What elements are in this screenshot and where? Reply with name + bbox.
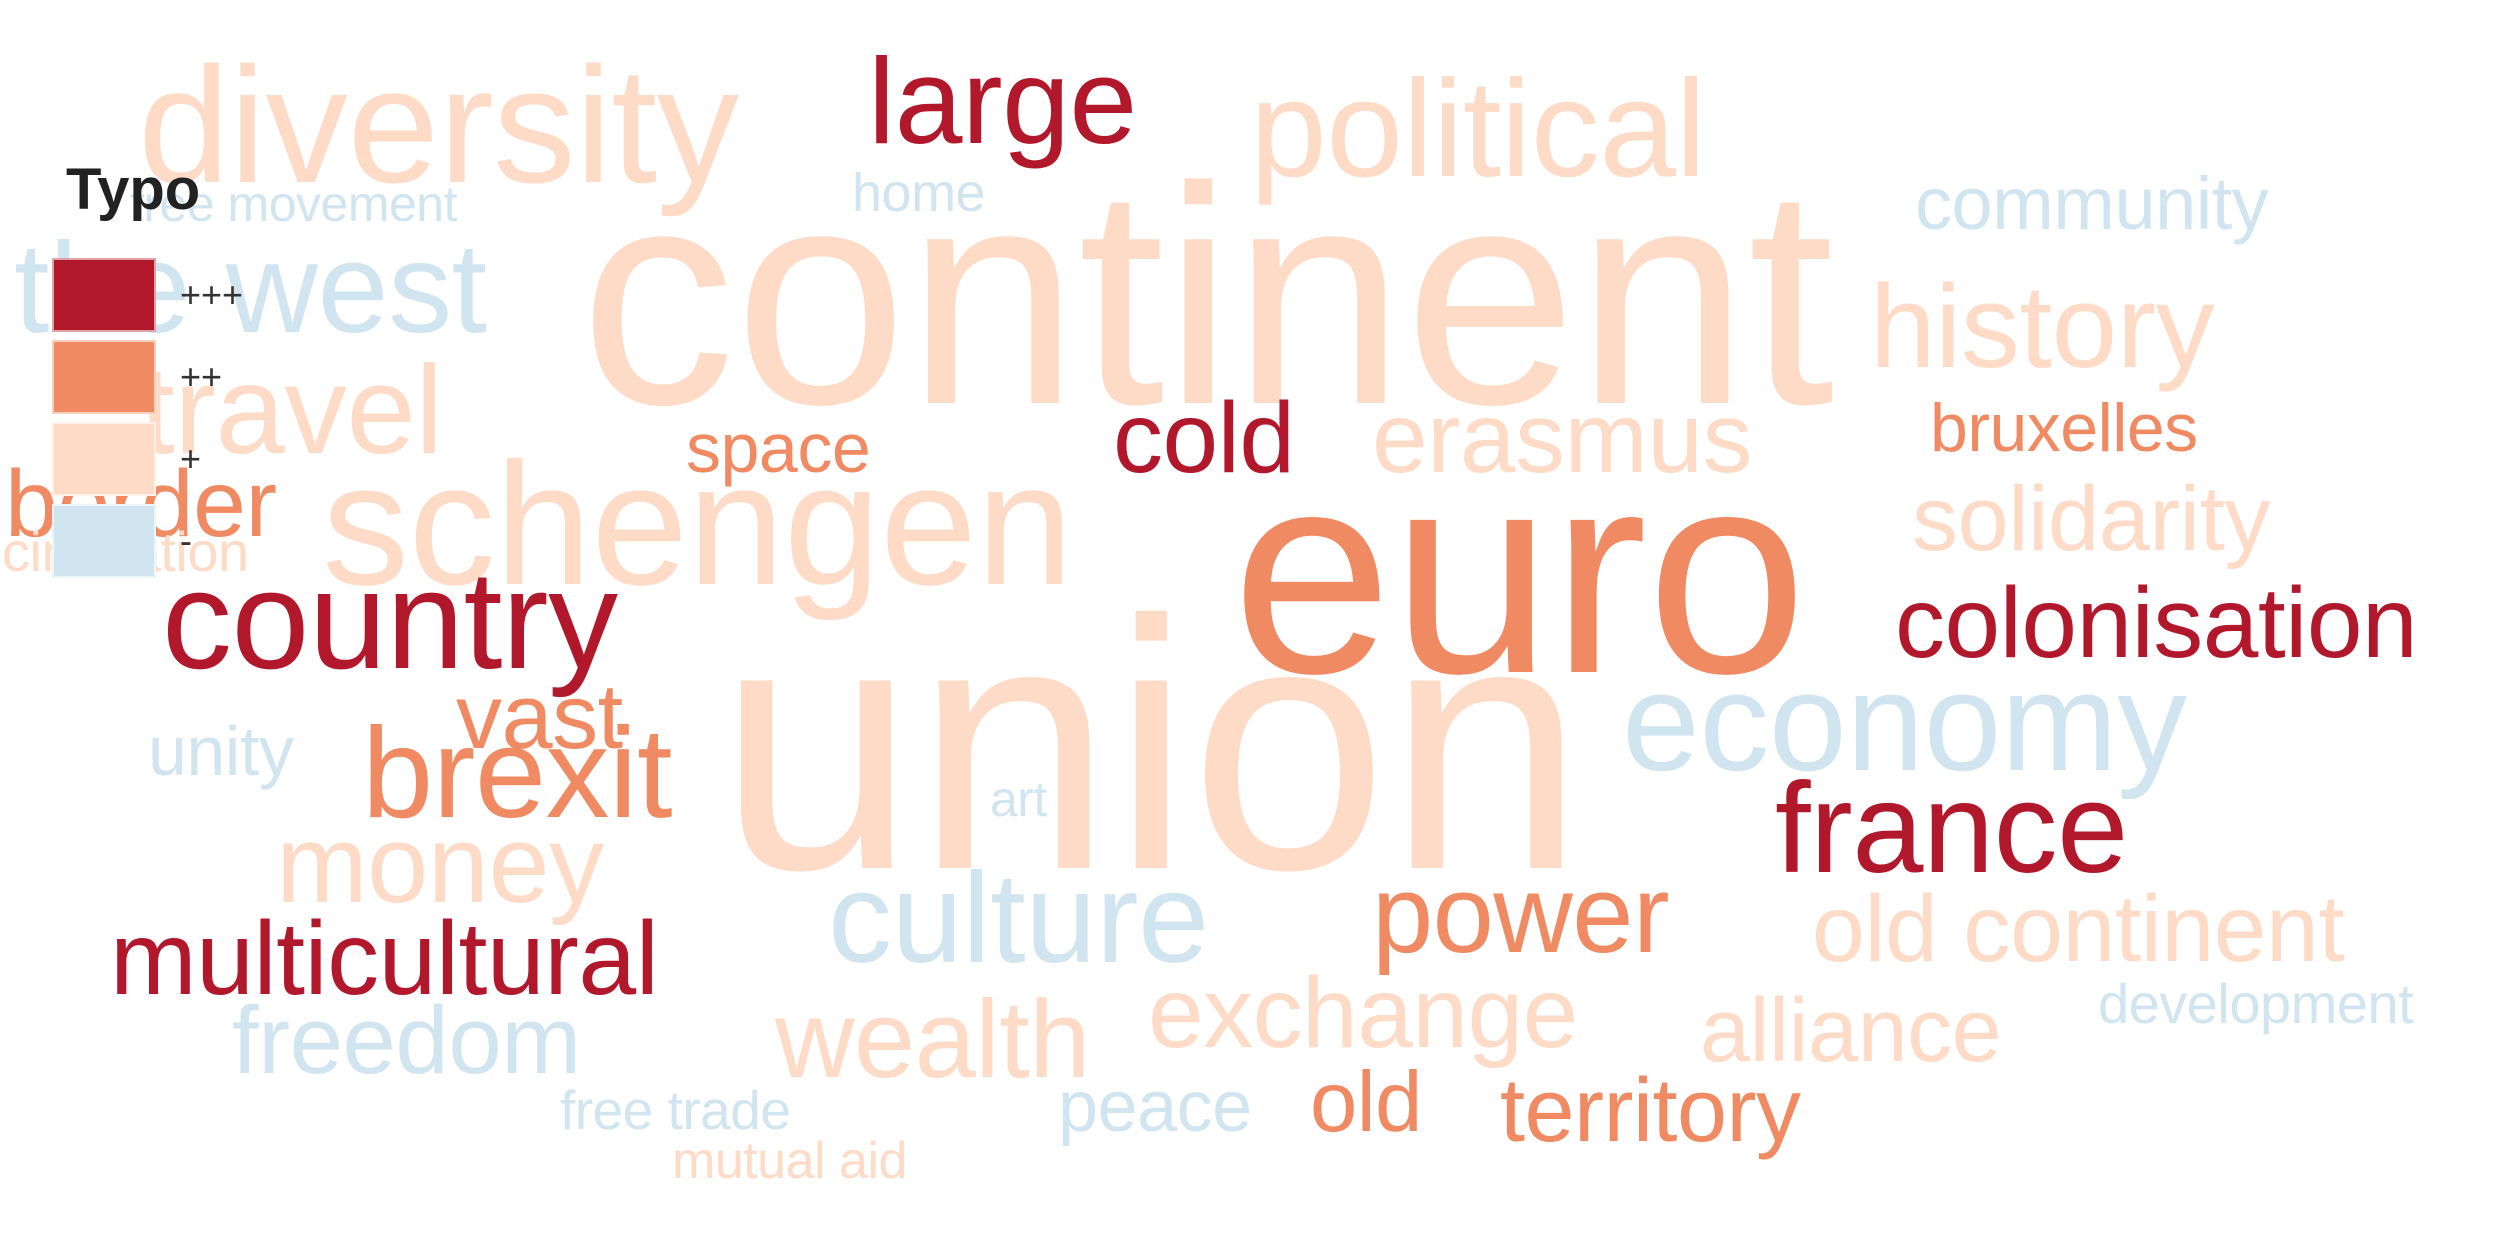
word-diversity: diversity: [138, 32, 739, 217]
legend-label-high: ++: [180, 356, 223, 397]
legend-item-low: -: [52, 504, 272, 580]
word-history: history: [1870, 261, 2215, 394]
word-travel: travel: [140, 340, 443, 480]
word-solidarity: solidarity: [1912, 467, 2271, 570]
word-peace: peace: [1058, 1066, 1252, 1147]
word-economy: economy: [1622, 643, 2187, 801]
legend-label-medium: +: [180, 438, 202, 479]
word-political: political: [1250, 51, 1706, 206]
word-wealth: wealth: [775, 977, 1090, 1101]
word-free-trade: free trade: [560, 1078, 791, 1141]
word-money: money: [276, 802, 604, 926]
word-alliance: alliance: [1700, 981, 2002, 1082]
legend-label-very-high: +++: [180, 274, 244, 315]
word-union: union: [718, 547, 1585, 944]
word-freedom: freedom: [232, 987, 581, 1095]
word-large: large: [868, 32, 1137, 169]
legend-item-high: ++: [52, 340, 272, 416]
legend-item-medium: +: [52, 422, 272, 498]
word-euro: euro: [1232, 411, 1807, 734]
word-home: home: [852, 162, 986, 223]
legend: Typo +++ ++ + -: [52, 150, 272, 590]
word-country: country: [162, 541, 618, 699]
word-france: france: [1775, 757, 2128, 901]
word-erasmus: erasmus: [1372, 382, 1752, 494]
word-unity: unity: [148, 711, 294, 790]
word-development: development: [2098, 972, 2414, 1036]
legend-item-very-high: +++: [52, 258, 272, 334]
word-bruxelles: bruxelles: [1930, 390, 2198, 467]
word-cold: cold: [1113, 382, 1295, 494]
word-territory: territory: [1500, 1061, 1801, 1162]
word-old: old: [1310, 1055, 1422, 1151]
word-colonisation: colonisation: [1895, 567, 2418, 679]
legend-title: Typo: [66, 157, 201, 222]
legend-swatch-high: [52, 340, 156, 414]
word-mutual-aid: mutual aid: [672, 1132, 907, 1191]
word-art: art: [990, 771, 1047, 827]
word-continent: continent: [580, 121, 1834, 469]
legend-swatch-very-high: [52, 258, 156, 332]
word-brexit: brexit: [362, 702, 673, 846]
word-free-movement: free movement: [130, 176, 457, 232]
word-schengen: schengen: [322, 426, 1073, 622]
word-old-continent: old continent: [1812, 876, 2345, 983]
word-power: power: [1372, 852, 1670, 976]
word-space: space: [686, 408, 871, 487]
word-exchange: exchange: [1148, 957, 1578, 1069]
legend-label-low: -: [180, 520, 192, 561]
legend-swatch-medium: [52, 422, 156, 496]
word-culture: culture: [828, 847, 1209, 991]
word-multicultural: multicultural: [110, 900, 659, 1017]
word-vast: vast: [456, 665, 623, 768]
word-community: community: [1915, 162, 2269, 246]
legend-swatch-low: [52, 504, 156, 578]
